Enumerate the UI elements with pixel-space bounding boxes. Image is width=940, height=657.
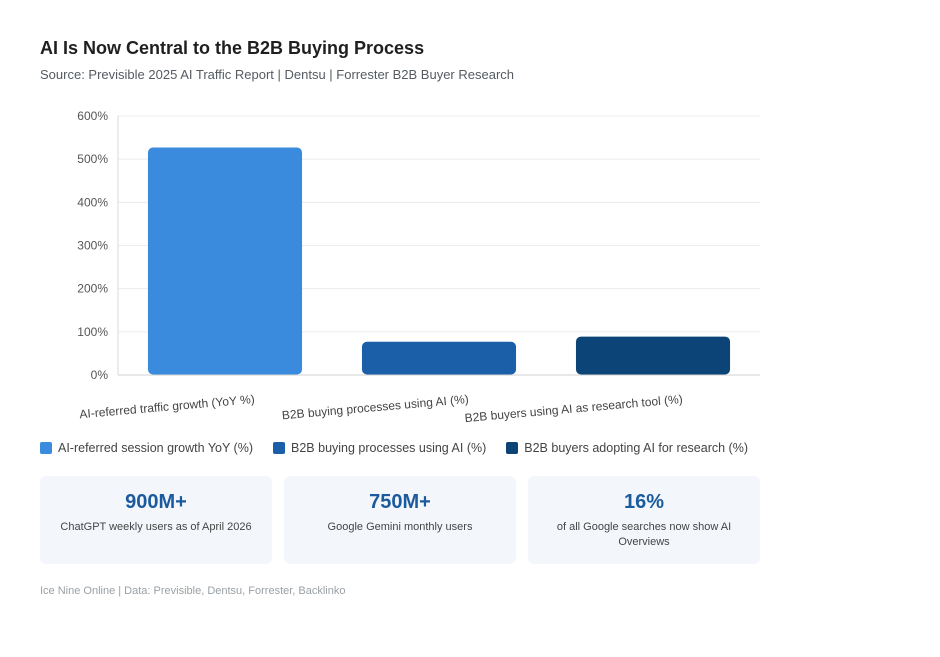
legend-swatch <box>506 442 519 454</box>
chart-title: AI Is Now Central to the B2B Buying Proc… <box>40 38 425 58</box>
y-tick-label: 600% <box>77 109 108 123</box>
y-tick-label: 400% <box>77 195 108 209</box>
chart-legend: AI-referred session growth YoY (%) B2B b… <box>40 441 768 455</box>
bar-2[interactable] <box>361 341 517 375</box>
bar-1[interactable] <box>147 147 303 375</box>
legend-label: AI-referred session growth YoY (%) <box>58 441 254 455</box>
legend-item-buying-processes[interactable]: B2B buying processes using AI (%) <box>273 441 486 455</box>
stat-value: 750M+ <box>369 491 431 513</box>
y-tick-label: 0% <box>91 368 109 382</box>
legend-label: B2B buying processes using AI (%) <box>291 441 487 455</box>
bar-3[interactable] <box>575 336 731 375</box>
stat-label: of all Google searches now show AI Overv… <box>556 521 732 548</box>
stat-label: ChatGPT weekly users as of April 2026 <box>60 521 252 533</box>
legend-swatch <box>40 442 52 454</box>
x-tick-label: B2B buying processes using AI (%) <box>281 392 469 422</box>
footer-credit: Ice Nine Online | Data: Previsible, Dent… <box>40 585 346 597</box>
x-tick-label: B2B buyers using AI as research tool (%) <box>464 392 683 425</box>
bar-chart: 0% 100% 200% 300% 400% 500% 600% AI-referred t… <box>77 109 760 425</box>
legend-label: B2B buyers adopting AI for research (%) <box>524 441 748 455</box>
y-tick-label: 100% <box>77 325 108 339</box>
stat-card-ai-overviews: 16% of all Google searches now show AI O… <box>528 476 760 564</box>
legend-item-session-growth[interactable]: AI-referred session growth YoY (%) <box>40 441 253 455</box>
stat-value: 16% <box>623 491 665 513</box>
y-tick-label: 200% <box>77 282 108 296</box>
legend-item-buyers-research[interactable]: B2B buyers adopting AI for research (%) <box>506 441 748 455</box>
chart-subtitle: Source: Previsible 2025 AI Traffic Repor… <box>40 67 515 82</box>
x-tick-label: AI-referred traffic growth (YoY %) <box>79 392 255 421</box>
y-tick-label: 300% <box>77 239 108 253</box>
y-tick-label: 500% <box>77 152 108 166</box>
stat-card-chatgpt: 900M+ ChatGPT weekly users as of April 2… <box>40 476 272 564</box>
stat-value: 900M+ <box>125 491 187 513</box>
stat-card-gemini: 750M+ Google Gemini monthly users <box>284 476 516 564</box>
stat-label: Google Gemini monthly users <box>327 521 473 533</box>
legend-swatch <box>273 442 286 454</box>
